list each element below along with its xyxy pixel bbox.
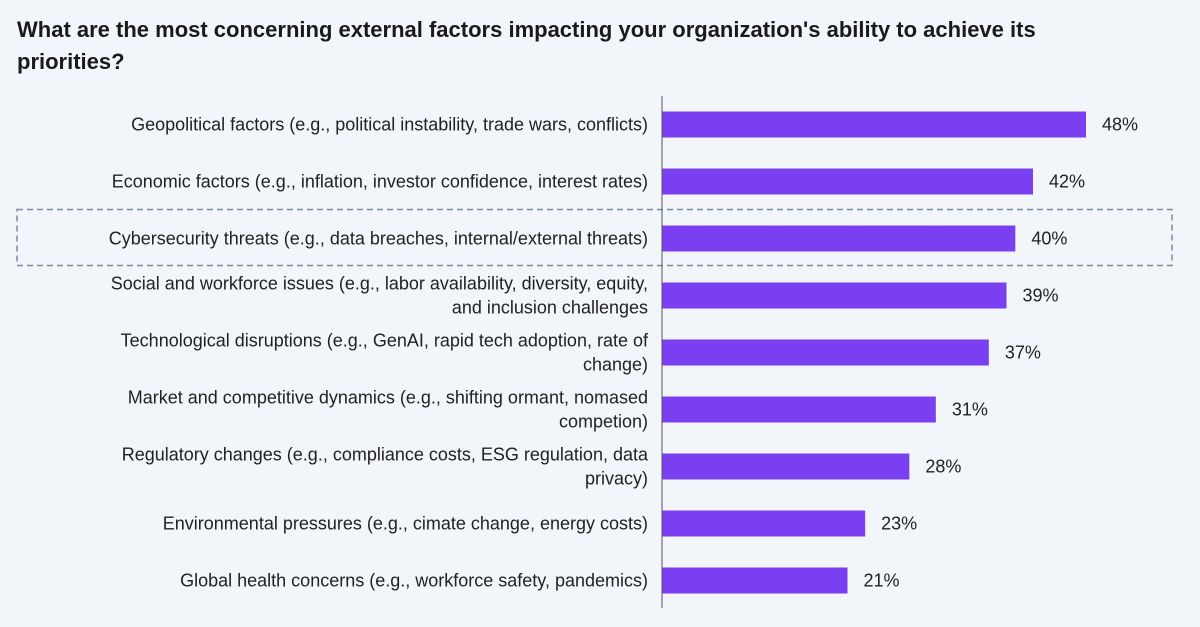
value-label: 21% (864, 571, 900, 591)
bar (662, 225, 1016, 252)
category-label: Market and competitive dynamics (e.g., s… (128, 388, 648, 432)
bar (662, 510, 866, 537)
value-label: 31% (952, 400, 988, 420)
bar (662, 111, 1086, 138)
value-label: 48% (1102, 115, 1138, 135)
value-label: 37% (1005, 343, 1041, 363)
highlight-box (16, 208, 1173, 267)
category-label: Cybersecurity threats (e.g., data breach… (109, 229, 648, 249)
category-label: Environmental pressures (e.g., cimate ch… (163, 514, 648, 534)
category-label: Social and workforce issues (e.g., labor… (111, 274, 648, 318)
value-label: 42% (1049, 172, 1085, 192)
value-label: 28% (925, 457, 961, 477)
chart-title: What are the most concerning external fa… (17, 17, 1036, 74)
category-label: Global health concerns (e.g., workforce … (180, 571, 648, 591)
bar (662, 396, 936, 423)
bar (662, 453, 910, 480)
category-label: Regulatory changes (e.g., compliance cos… (122, 445, 649, 489)
value-label: 39% (1023, 286, 1059, 306)
bar (662, 168, 1033, 195)
category-label: Technological disruptions (e.g., GenAI, … (121, 331, 649, 375)
category-label: Geopolitical factors (e.g., political in… (131, 115, 648, 135)
bar (662, 567, 848, 594)
value-label: 40% (1031, 229, 1067, 249)
category-label: Economic factors (e.g., inflation, inves… (112, 172, 648, 192)
bar (662, 339, 989, 366)
value-label: 23% (881, 514, 917, 534)
bar (662, 282, 1007, 309)
